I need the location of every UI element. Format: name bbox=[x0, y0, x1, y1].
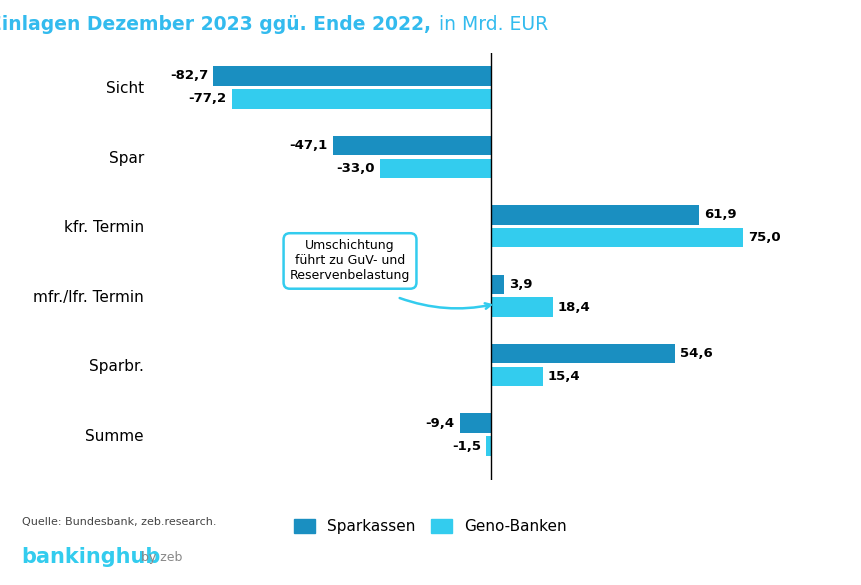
Bar bbox=[491, 205, 698, 225]
Bar bbox=[491, 228, 742, 247]
Text: 15,4: 15,4 bbox=[548, 370, 579, 383]
Text: -82,7: -82,7 bbox=[170, 70, 208, 82]
Bar bbox=[332, 136, 491, 155]
Text: Veränderung Einlagen Dezember 2023 ggü. Ende 2022,: Veränderung Einlagen Dezember 2023 ggü. … bbox=[0, 15, 430, 33]
Bar bbox=[486, 436, 491, 456]
Text: 54,6: 54,6 bbox=[678, 347, 711, 360]
Text: 18,4: 18,4 bbox=[557, 301, 590, 314]
Text: 3,9: 3,9 bbox=[509, 278, 532, 291]
Legend: Sparkassen, Geno-Banken: Sparkassen, Geno-Banken bbox=[287, 513, 573, 541]
Text: bankinghub: bankinghub bbox=[22, 548, 161, 567]
Text: -47,1: -47,1 bbox=[289, 139, 327, 152]
Bar bbox=[491, 344, 674, 363]
Bar bbox=[459, 414, 491, 433]
Bar bbox=[491, 367, 542, 386]
Text: Umschichtung
führt zu GuV- und
Reservenbelastung: Umschichtung führt zu GuV- und Reservenb… bbox=[289, 239, 410, 283]
Text: by zeb: by zeb bbox=[140, 551, 182, 564]
Text: Quelle: Bundesbank, zeb.research.: Quelle: Bundesbank, zeb.research. bbox=[22, 517, 216, 526]
Bar bbox=[491, 297, 552, 317]
Bar bbox=[380, 159, 491, 178]
Text: in Mrd. EUR: in Mrd. EUR bbox=[432, 15, 548, 33]
Text: 75,0: 75,0 bbox=[747, 231, 780, 244]
Text: -1,5: -1,5 bbox=[451, 439, 480, 453]
Text: -9,4: -9,4 bbox=[424, 417, 454, 429]
Text: -33,0: -33,0 bbox=[337, 162, 375, 175]
Bar bbox=[213, 66, 491, 85]
Bar bbox=[232, 89, 491, 109]
Text: -77,2: -77,2 bbox=[189, 92, 226, 105]
Text: 61,9: 61,9 bbox=[703, 208, 736, 221]
Bar bbox=[491, 274, 504, 294]
